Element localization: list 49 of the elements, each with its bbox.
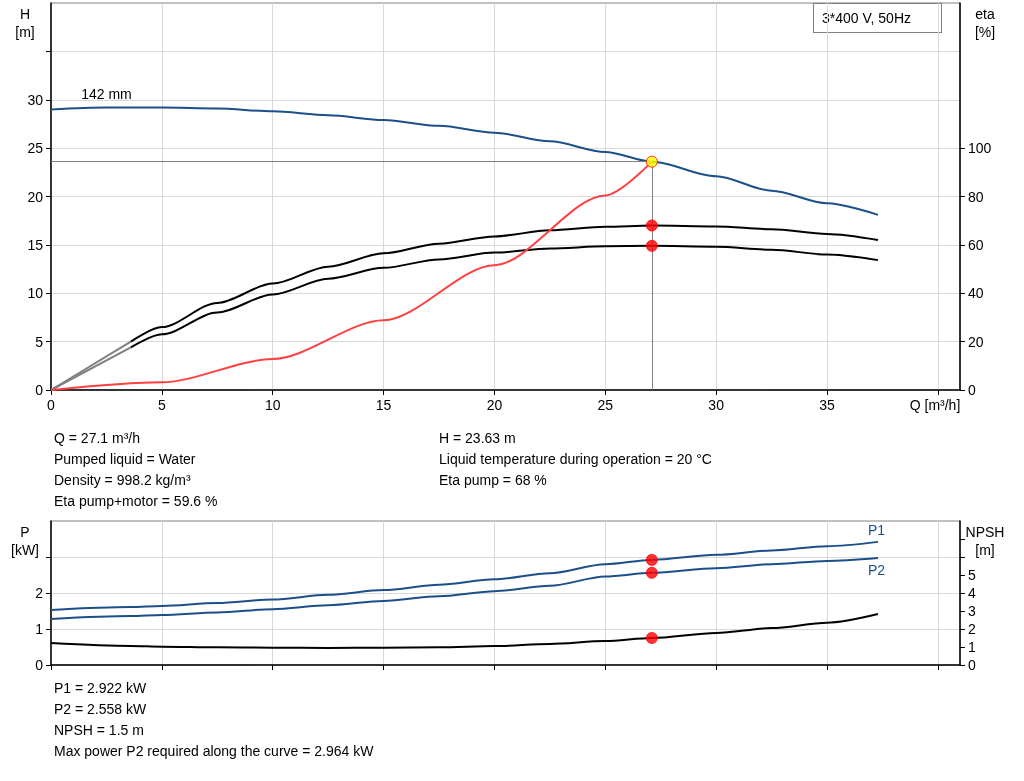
x-tick-label: 0 xyxy=(47,397,56,413)
series-label: 142 mm xyxy=(81,86,132,103)
y2-tick-label: 40 xyxy=(968,285,984,302)
x-axis-title: Q [m³/h] xyxy=(909,397,961,413)
y-tick-label: 2 xyxy=(35,585,44,601)
x-tick-label: 25 xyxy=(597,397,614,413)
text: Q = 27.1 m³/h xyxy=(54,430,140,446)
y2-tick-label: 80 xyxy=(968,188,984,205)
y2-tick-label: 60 xyxy=(968,236,984,253)
text: Density = 998.2 kg/m³ xyxy=(54,472,191,488)
y-tick-label: 30 xyxy=(27,91,44,108)
y-tick-label: 0 xyxy=(35,382,44,398)
y2-tick-label: 3 xyxy=(968,603,976,619)
y2-axis-title: eta [%] xyxy=(974,6,996,40)
y-axis-title: H [m] xyxy=(15,6,35,40)
y-axis-title: P [kW] xyxy=(11,524,39,558)
y-tick-label: 10 xyxy=(27,285,44,302)
y2-tick-label: 5 xyxy=(968,567,976,583)
y2-tick-label: 1 xyxy=(968,639,976,655)
text: Eta pump+motor = 59.6 % xyxy=(54,493,218,509)
x-tick-label: 20 xyxy=(486,397,503,413)
y-tick-label: 15 xyxy=(27,236,44,253)
text: Liquid temperature during operation = 20 °C xyxy=(439,451,712,467)
y-tick-label: 20 xyxy=(27,188,44,205)
y-tick-label: 1 xyxy=(35,621,44,637)
series-label: P1 xyxy=(867,521,886,538)
text: Max power P2 required along the curve = 2.964 kW xyxy=(54,743,375,759)
text: Pumped liquid = Water xyxy=(54,451,196,467)
y-tick-label: 5 xyxy=(35,333,44,350)
y-tick-label: 0 xyxy=(35,657,44,673)
text: P2 = 2.558 kW xyxy=(54,701,147,717)
text: Eta pump = 68 % xyxy=(439,472,547,488)
y2-tick-label: 100 xyxy=(968,140,992,157)
text: H = 23.63 m xyxy=(439,430,516,446)
series-label: P2 xyxy=(867,562,886,579)
x-tick-label: 10 xyxy=(264,397,281,413)
text: NPSH = 1.5 m xyxy=(54,722,144,738)
y2-tick-label: 0 xyxy=(968,657,976,673)
x-tick-label: 30 xyxy=(708,397,725,413)
y2-tick-label: 0 xyxy=(968,382,976,398)
y2-axis-title: NPSH [m] xyxy=(965,524,1005,558)
x-tick-label: 35 xyxy=(819,397,835,413)
y2-tick-label: 2 xyxy=(968,621,976,637)
y-tick-label: 25 xyxy=(27,140,44,157)
y2-tick-label: 4 xyxy=(968,585,976,601)
x-tick-label: 15 xyxy=(375,397,392,413)
text: P1 = 2.922 kW xyxy=(54,680,147,696)
x-tick-label: 5 xyxy=(157,397,166,413)
y2-tick-label: 20 xyxy=(968,333,984,350)
